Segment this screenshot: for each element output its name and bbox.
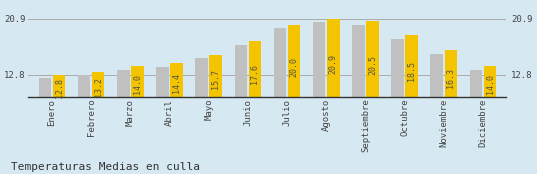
Bar: [53, 74, 66, 163]
Bar: [117, 70, 129, 163]
Text: 14.0: 14.0: [485, 74, 495, 94]
Bar: [445, 50, 457, 163]
Text: 15.7: 15.7: [211, 69, 220, 89]
Text: 14.0: 14.0: [133, 74, 142, 94]
Bar: [313, 22, 325, 163]
Bar: [156, 67, 169, 163]
Text: 17.6: 17.6: [250, 64, 259, 84]
Text: 20.9: 20.9: [329, 54, 338, 74]
Bar: [131, 66, 143, 163]
Text: Temperaturas Medias en culla: Temperaturas Medias en culla: [11, 162, 200, 172]
Bar: [405, 35, 418, 163]
Bar: [249, 41, 261, 163]
Text: 20.0: 20.0: [289, 57, 299, 77]
Text: 12.8: 12.8: [55, 78, 63, 98]
Bar: [391, 39, 404, 163]
Bar: [209, 54, 222, 163]
Bar: [484, 66, 496, 163]
Bar: [327, 19, 339, 163]
Text: 14.4: 14.4: [172, 73, 181, 93]
Bar: [39, 78, 51, 163]
Bar: [92, 72, 105, 163]
Bar: [170, 64, 183, 163]
Bar: [195, 58, 208, 163]
Text: 20.5: 20.5: [368, 56, 377, 75]
Bar: [366, 21, 379, 163]
Bar: [274, 28, 286, 163]
Bar: [431, 54, 443, 163]
Bar: [352, 25, 365, 163]
Bar: [470, 70, 482, 163]
Bar: [235, 45, 247, 163]
Bar: [288, 25, 300, 163]
Text: 16.3: 16.3: [446, 68, 455, 88]
Text: 18.5: 18.5: [407, 61, 416, 81]
Bar: [78, 75, 90, 163]
Text: 13.2: 13.2: [93, 77, 103, 97]
